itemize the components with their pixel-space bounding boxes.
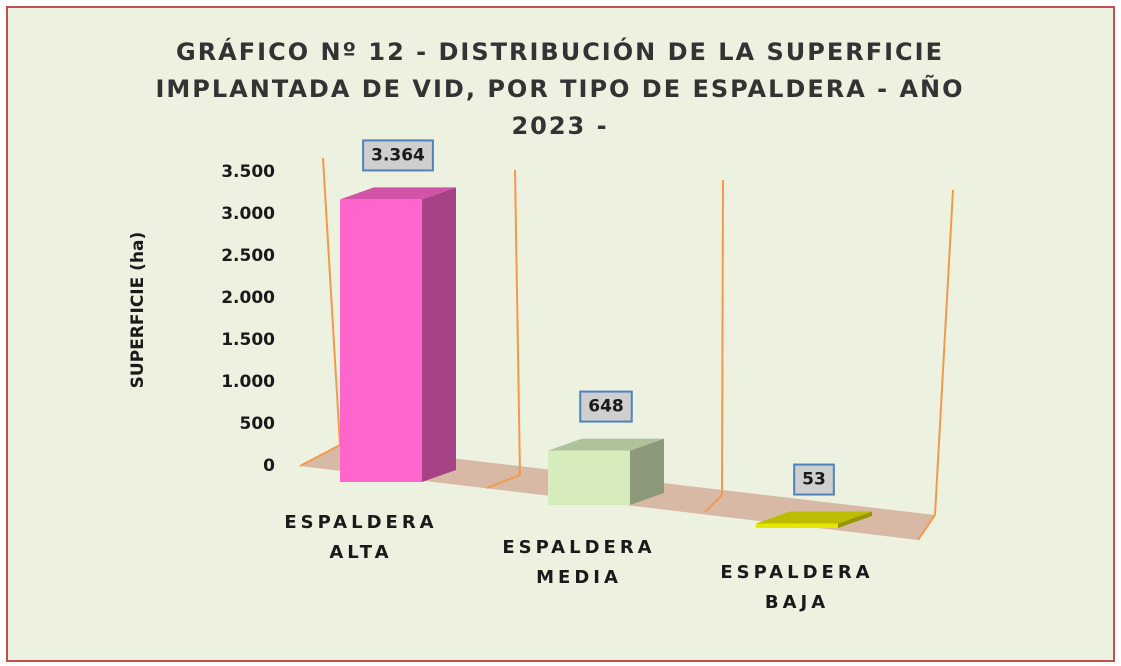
- bar: [548, 450, 630, 505]
- x-tick-label: ESPALDERA MEDIA: [502, 537, 656, 588]
- bar-side: [630, 438, 664, 505]
- bar-side: [422, 187, 456, 482]
- data-label-box: [793, 463, 835, 496]
- walls: [299, 157, 954, 541]
- y-tick-label: 3.500: [221, 162, 275, 182]
- x-tick-label: ESPALDERA BAJA: [720, 562, 874, 613]
- data-label-box: [579, 390, 633, 423]
- y-tick-label: 3.000: [221, 204, 275, 224]
- y-tick-label: 1.000: [221, 372, 275, 392]
- bar: [756, 523, 838, 528]
- bar-side: [838, 511, 872, 528]
- data-label: 53: [802, 470, 826, 490]
- data-label: 3.364: [371, 145, 425, 165]
- y-axis-label: SUPERFICIE (ha): [128, 232, 148, 389]
- y-tick-label: 2.500: [221, 246, 275, 266]
- data-label: 648: [588, 397, 624, 417]
- bar-top: [548, 438, 664, 451]
- y-tick-label: 1.500: [221, 330, 275, 350]
- y-tick-label: 500: [240, 414, 276, 434]
- y-tick-label: 0: [263, 456, 275, 476]
- chart-frame: [6, 6, 1115, 662]
- chart-title: GRÁFICO Nº 12 - DISTRIBUCIÓN DE LA SUPER…: [155, 38, 965, 140]
- x-tick-label: ESPALDERA ALTA: [284, 512, 438, 563]
- bar-top: [756, 511, 872, 524]
- y-tick-label: 2.000: [221, 288, 275, 308]
- data-label-box: [362, 139, 434, 172]
- bar: [340, 199, 422, 482]
- bar-top: [340, 187, 456, 200]
